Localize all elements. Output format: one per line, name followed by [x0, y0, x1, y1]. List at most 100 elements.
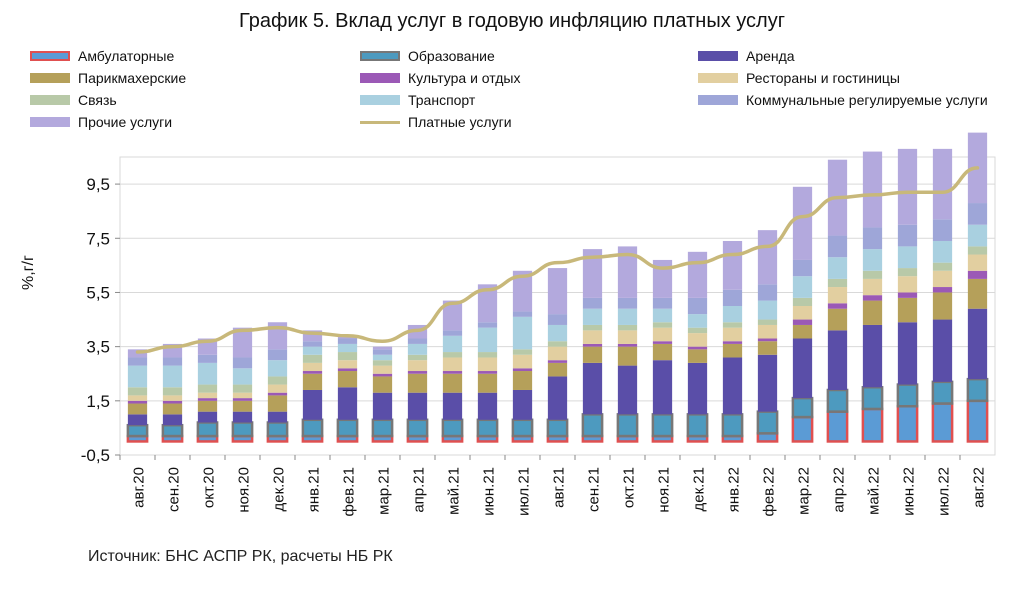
bar-segment [407, 343, 428, 355]
bar-segment [757, 300, 778, 320]
bar-segment [722, 240, 743, 290]
bar-segment [512, 311, 533, 317]
y-tick-label: 1,5 [86, 392, 110, 411]
bar-segment [302, 330, 323, 342]
bar-segment [372, 360, 393, 366]
bar-segment [862, 295, 883, 301]
bar-segment [547, 314, 568, 325]
bar-segment [547, 360, 568, 363]
bar-segment [862, 300, 883, 325]
legend-swatch [30, 73, 70, 83]
bar-segment [266, 421, 289, 438]
x-tick-label: янв.22 [726, 467, 743, 512]
bar-segment [407, 373, 428, 393]
bar-segment [197, 354, 218, 363]
legend-item: Образование [360, 45, 495, 67]
legend-swatch [360, 120, 400, 124]
bar-segment [547, 376, 568, 420]
bar-segment [862, 270, 883, 279]
bar-segment [827, 308, 848, 331]
bar-segment [932, 270, 953, 288]
bar-segment [127, 395, 148, 401]
bar-segment [861, 407, 884, 443]
y-tick-label: 7,5 [86, 229, 110, 248]
x-tick-label: янв.21 [306, 467, 323, 512]
bar-segment [897, 276, 918, 293]
bar-segment [932, 219, 953, 241]
bar-segment [932, 319, 953, 382]
bar-segment [232, 357, 253, 369]
bar-segment [617, 346, 638, 366]
bar-segment [337, 371, 358, 388]
y-tick-label: -0,5 [81, 446, 110, 465]
bar-segment [792, 324, 813, 339]
bar-segment [932, 148, 953, 220]
bar-segment [442, 373, 463, 393]
bar-segment [232, 327, 253, 358]
bar-segment [162, 387, 183, 396]
bar-segment [127, 403, 148, 415]
bar-segment [652, 341, 673, 344]
bar-segment [511, 418, 534, 438]
x-tick-label: дек.20 [271, 467, 288, 512]
bar-segment [547, 341, 568, 347]
bar-segment [162, 395, 183, 401]
bar-segment [302, 389, 323, 420]
bar-segment [861, 386, 884, 411]
bar-segment [617, 297, 638, 309]
legend-swatch [360, 73, 400, 83]
bar-segment [302, 354, 323, 363]
bar-segment [512, 270, 533, 312]
bar-segment [967, 308, 988, 380]
bar-segment [302, 341, 323, 347]
legend-label: Прочие услуги [78, 114, 173, 130]
bar-segment [337, 343, 358, 353]
bar-segment [932, 287, 953, 293]
bar-segment [932, 240, 953, 263]
line-series-platnye-uslugi [135, 166, 980, 354]
legend-label: Рестораны и гостиницы [746, 70, 900, 86]
bar-segment [966, 399, 989, 443]
bar-segment [127, 387, 148, 396]
bar-segment [197, 400, 218, 412]
bar-segment [686, 413, 709, 438]
bar-segment [477, 327, 498, 353]
bar-segment [617, 246, 638, 298]
bar-segment [442, 392, 463, 420]
bar-segment [687, 251, 708, 298]
bar-segment [687, 327, 708, 334]
x-tick-label: апр.21 [411, 467, 428, 513]
bar-segment [617, 324, 638, 331]
bar-segment [407, 371, 428, 374]
bar-segment [267, 376, 288, 385]
x-tick-label: ноя.20 [236, 467, 253, 513]
bar-segment [617, 343, 638, 347]
bar-segment [267, 395, 288, 412]
legend-item: Амбулаторные [30, 45, 174, 67]
bar-segment [582, 362, 603, 415]
bar-segment [617, 365, 638, 415]
bar-segment [896, 404, 919, 443]
x-tick-label: авг.21 [551, 467, 568, 508]
bar-segment [267, 384, 288, 393]
bar-segment [477, 322, 498, 328]
legend-label: Аренда [746, 48, 795, 64]
legend-item: Культура и отдых [360, 67, 520, 89]
bar-segment [722, 306, 743, 323]
bar-segment [127, 365, 148, 388]
bar-segment [897, 224, 918, 247]
bar-segment [546, 418, 569, 438]
bar-segment [337, 360, 358, 369]
bar-segment [442, 352, 463, 358]
legend-swatch [698, 51, 738, 61]
bar-segment [862, 151, 883, 228]
bar-segment [582, 324, 603, 331]
bar-segment [442, 300, 463, 331]
bar-segment [162, 414, 183, 426]
bar-segment [231, 421, 254, 438]
bar-segment [862, 249, 883, 271]
bar-segment [687, 346, 708, 350]
bar-segment [197, 411, 218, 423]
bar-segment [967, 224, 988, 247]
bar-segment [127, 414, 148, 426]
